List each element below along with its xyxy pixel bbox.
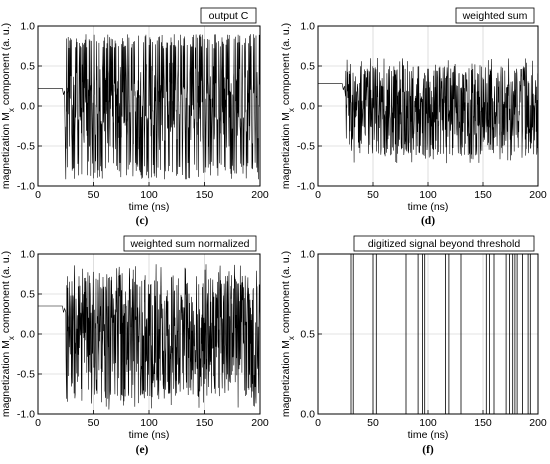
legend-box (200, 7, 257, 24)
y-tick-label: -1.0 (17, 409, 35, 421)
x-tick-label: 150 (474, 189, 492, 201)
x-tick-label: 50 (367, 417, 379, 429)
x-axis-label: time (ns) (129, 429, 170, 441)
y-tick-label: 1.0 (300, 249, 315, 261)
y-tick-label: 1.0 (20, 249, 35, 261)
x-tick-label: 100 (140, 189, 158, 201)
chart-panel-d: 0 50 100 150 200 -1.0 -0.5 0.0 0.5 1.0 time (ns) ma… (280, 7, 547, 227)
y-tick-label: -1.0 (17, 181, 35, 193)
legend-box (455, 7, 535, 24)
x-axis-label: time (ns) (408, 201, 449, 213)
legend-label: digitized signal beyond threshold (368, 238, 521, 250)
chart-panel-e: 0 50 100 150 200 -1.0 -0.5 0.0 0.5 1.0 time (ns) ma… (0, 235, 269, 456)
x-tick-label: 200 (529, 417, 547, 429)
y-axis-label: magnetization Mx component (a. u.) (280, 251, 296, 417)
x-tick-label: 100 (140, 417, 158, 429)
series-line (38, 34, 261, 180)
x-tick-label: 0 (35, 189, 41, 201)
y-tick-label: 0.5 (20, 61, 35, 73)
y-axis-label: magnetization Mx component (a. u.) (0, 23, 16, 189)
y-tick-label: -1.0 (297, 181, 315, 193)
legend-label: weighted sum normalized (129, 238, 249, 250)
x-tick-label: 50 (367, 189, 379, 201)
y-tick-label: -0.5 (17, 141, 35, 153)
y-axis-label: magnetization Mx component (a. u.) (0, 251, 16, 417)
y-tick-label: 0.5 (300, 61, 315, 73)
x-tick-label: 100 (419, 417, 437, 429)
series-line (318, 57, 539, 164)
legend-box (123, 235, 257, 252)
chart-panel-c: 0 50 100 150 200 -1.0 -0.5 0.0 0.5 1.0 time (ns) ma… (0, 7, 269, 227)
x-tick-label: 0 (315, 417, 321, 429)
y-tick-label: 0.0 (20, 329, 35, 341)
chart-panel-f: 0 50 100 150 200 0.0 0.5 1.0 time (ns) magnetizat… (280, 235, 547, 456)
x-axis-label: time (ns) (408, 429, 449, 441)
legend-box (353, 235, 535, 252)
panel-label: (c) (136, 215, 149, 227)
y-tick-label: 0.5 (300, 329, 315, 341)
y-axis-label: magnetization Mx component (a. u.) (280, 23, 296, 189)
x-tick-label: 200 (251, 417, 269, 429)
y-tick-label: 1.0 (20, 21, 35, 33)
x-tick-label: 200 (251, 189, 269, 201)
legend-label: output C (209, 10, 249, 22)
y-tick-label: 0.0 (300, 409, 315, 421)
y-tick-label: 0.0 (300, 101, 315, 113)
legend-label: weighted sum (462, 10, 528, 22)
panel-label: (e) (136, 444, 149, 456)
y-tick-label: -0.5 (17, 369, 35, 381)
y-tick-label: 0.5 (20, 289, 35, 301)
x-tick-label: 150 (196, 417, 214, 429)
panel-label: (f) (422, 444, 434, 456)
x-tick-label: 150 (474, 417, 492, 429)
y-tick-label: 0.0 (20, 101, 35, 113)
x-tick-label: 150 (196, 189, 214, 201)
x-tick-label: 0 (35, 417, 41, 429)
x-tick-label: 50 (88, 417, 100, 429)
x-tick-label: 200 (529, 189, 547, 201)
x-tick-label: 100 (419, 189, 437, 201)
x-axis-label: time (ns) (129, 201, 170, 213)
x-tick-label: 0 (315, 189, 321, 201)
x-tick-label: 50 (88, 189, 100, 201)
series-line (38, 264, 261, 410)
y-tick-label: -0.5 (297, 141, 315, 153)
y-tick-label: 1.0 (300, 21, 315, 33)
panel-label: (d) (421, 215, 435, 227)
